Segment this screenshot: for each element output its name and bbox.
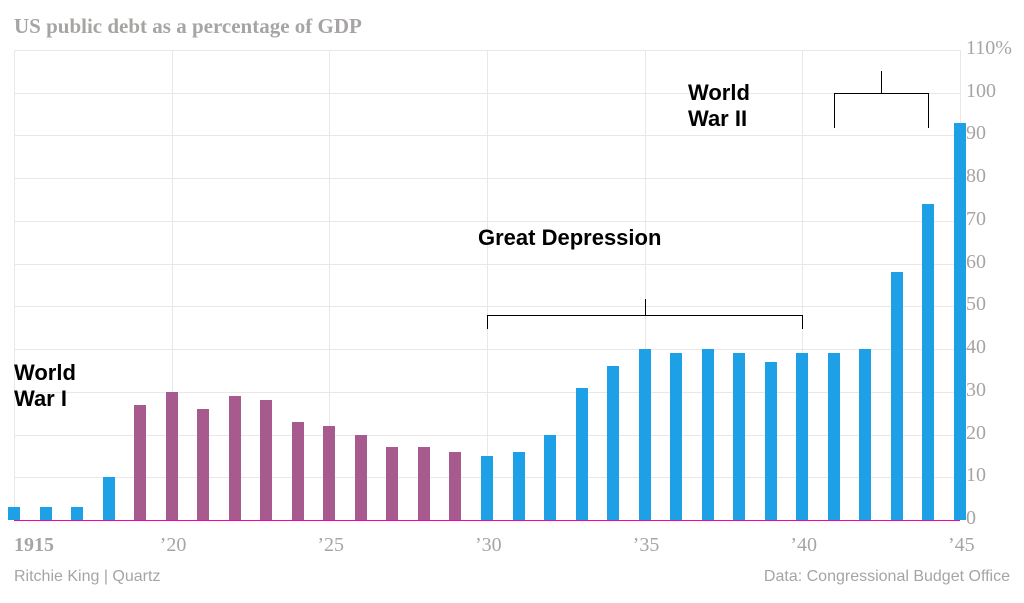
bracket-ww2-br <box>0 0 1024 603</box>
chart-container: US public debt as a percentage of GDP Ri… <box>0 0 1024 603</box>
